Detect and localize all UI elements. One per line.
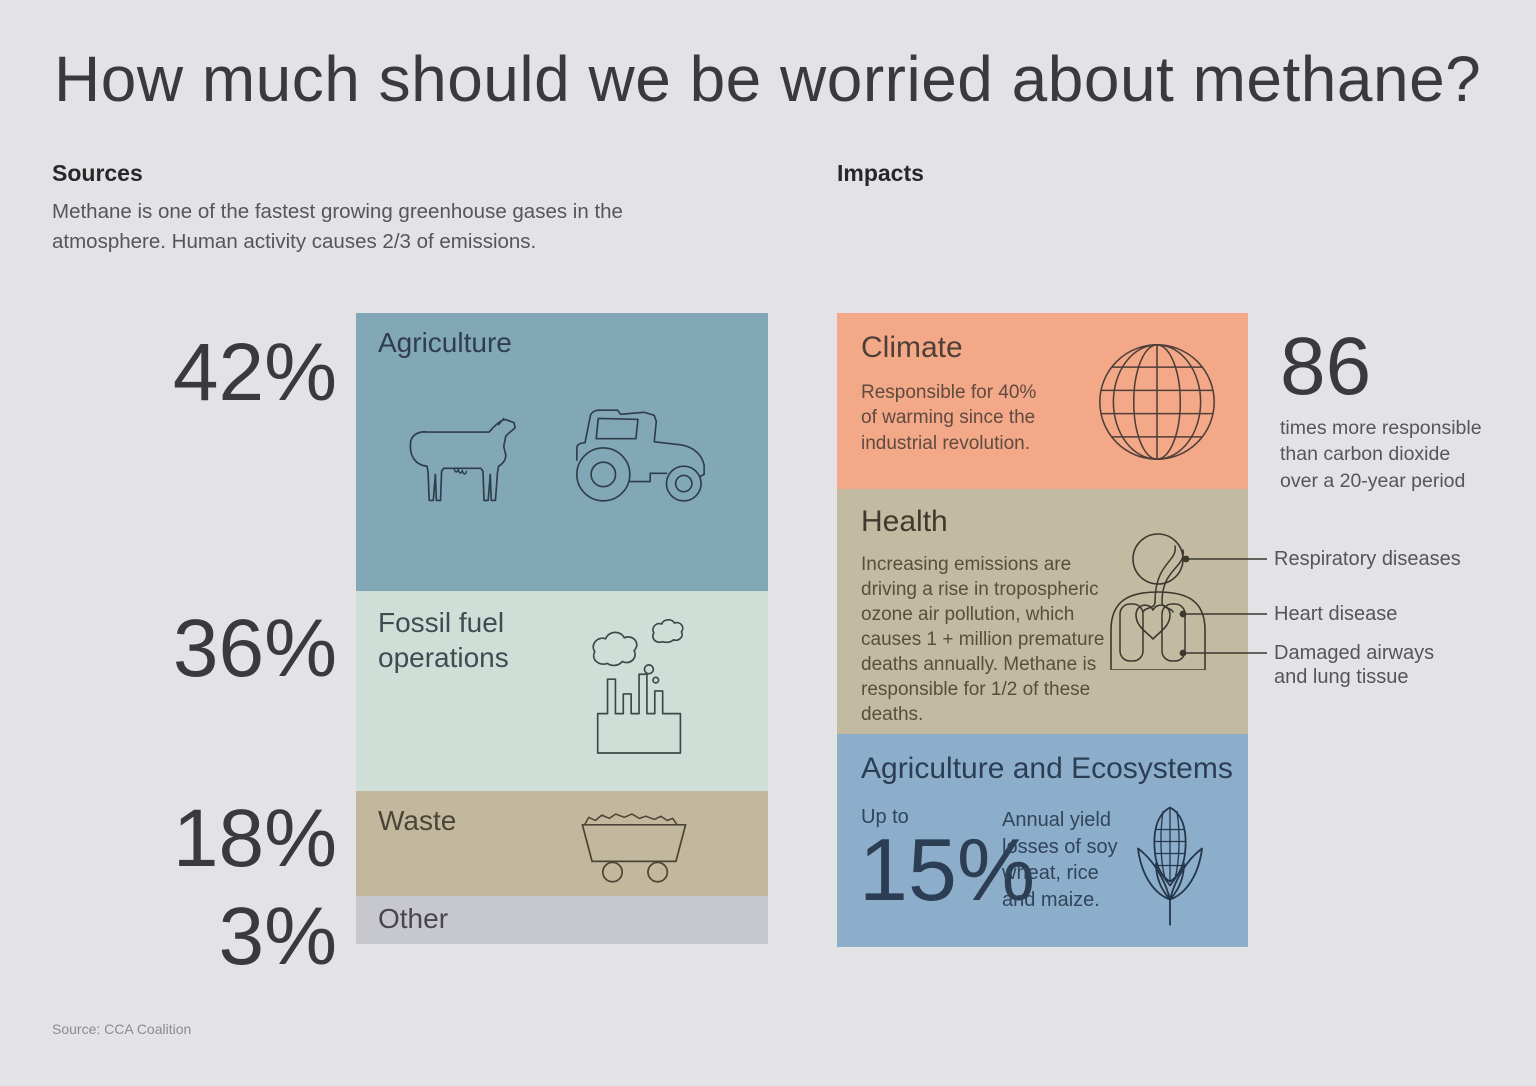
human-respiratory-icon [1110,533,1267,670]
stat-86-number: 86 [1280,321,1372,412]
label-damaged-airways: Damaged airways and lung tissue [1274,642,1435,688]
segment-waste-label: Waste [378,805,457,836]
segment-other-label: Other [378,903,449,934]
label-respiratory-diseases: Respiratory diseases [1274,548,1461,570]
impact-health: Health Increasing emissions are driving … [837,489,1248,734]
segment-agriculture-label: Agriculture [378,327,512,358]
factory-smoke-icon [592,618,684,754]
segment-fossil-fuel-label: Fossil fuel operations [378,607,509,673]
health-title: Health [861,505,948,538]
sources-stacked-bar: Agriculture Fossil fuel operations [356,313,768,944]
climate-stat: 86 times more responsible than carbon di… [1280,321,1485,494]
impact-agriculture-ecosystems: Agriculture and Ecosystems Up to 15% Ann… [837,734,1248,947]
climate-text: Responsible for 40% of warming since the… [861,382,1037,454]
up-to-label: Up to [861,806,909,828]
label-heart-disease: Heart disease [1274,603,1398,625]
mine-cart-icon [581,813,687,883]
value-other: 3% [218,891,337,982]
cow-icon [409,417,516,502]
impacts-column: Climate Responsible for 40% of warming s… [837,313,1248,947]
health-text: Increasing emissions are driving a rise … [861,554,1105,726]
page-title: How much should we be worried about meth… [54,43,1482,115]
impacts-heading: Impacts [837,160,924,186]
stat-86-caption: times more responsible than carbon dioxi… [1280,416,1482,492]
yield-loss-value: 15% [859,820,1036,919]
climate-title: Climate [861,331,963,364]
value-fossil-fuel: 36% [172,603,337,694]
segment-agriculture: Agriculture [356,313,768,591]
segment-fossil-fuel: Fossil fuel operations [356,591,768,791]
corn-icon [1137,806,1203,926]
source-attribution: Source: CCA Coalition [52,1021,192,1037]
segment-waste: Waste [356,791,768,896]
impact-climate: Climate Responsible for 40% of warming s… [837,313,1248,489]
value-agriculture: 42% [172,327,337,418]
sources-description: Methane is one of the fastest growing gr… [52,200,623,254]
segment-other: Other [356,896,768,944]
value-waste: 18% [172,793,337,884]
yield-loss-text: Annual yield losses of soy wheat, rice a… [1002,809,1118,911]
sources-heading: Sources [52,160,143,186]
agro-eco-title: Agriculture and Ecosystems [861,752,1233,785]
globe-icon [1099,344,1215,460]
tractor-icon [576,409,705,502]
